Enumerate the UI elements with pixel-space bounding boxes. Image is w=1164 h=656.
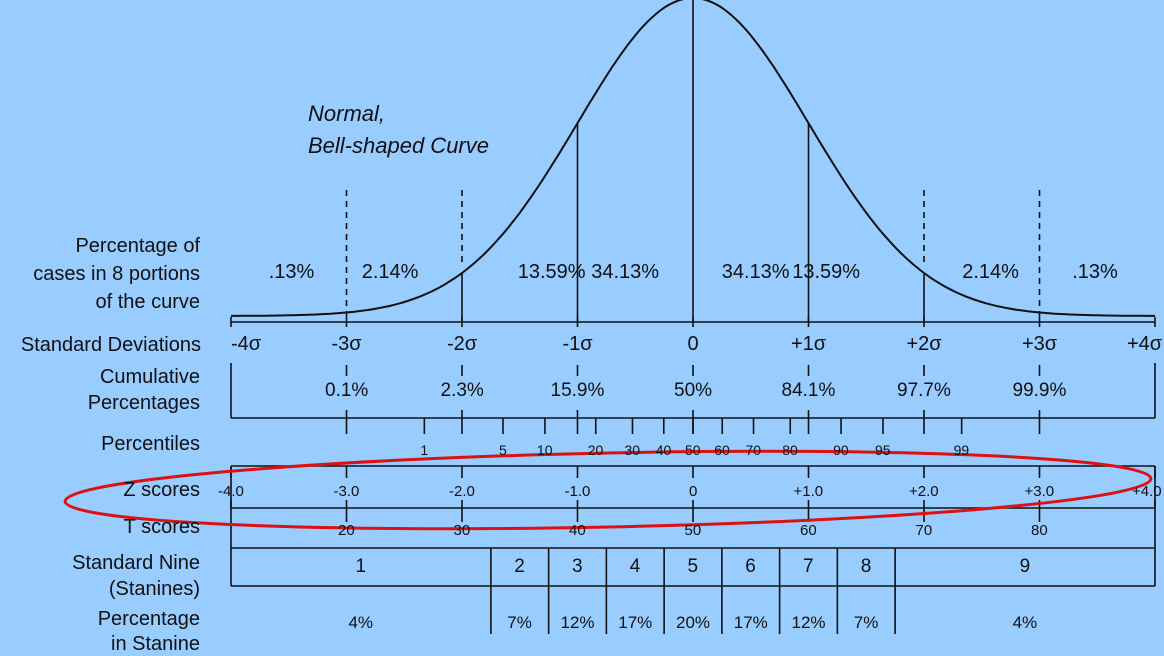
label-z-scores: Z scores [123, 479, 200, 501]
sd-label: +4σ [1127, 333, 1163, 355]
percentile-label: 99 [953, 442, 970, 458]
z-score-label: +3.0 [1024, 483, 1055, 500]
portion-percentage: 13.59% [517, 261, 586, 283]
bell-curve [231, 0, 1155, 317]
t-score-label: 20 [338, 522, 355, 539]
cumulative-percentage: 0.1% [325, 380, 369, 401]
stanine-label: 6 [745, 556, 756, 577]
label-stanine-pct-2: in Stanine [111, 633, 200, 655]
sd-label: -4σ [231, 333, 262, 355]
percentile-label: 90 [833, 442, 849, 458]
percentile-label: 30 [624, 442, 641, 458]
stanine-label: 2 [514, 556, 525, 577]
cumulative-percentage: 15.9% [550, 380, 605, 401]
stanine-percentage: 12% [560, 613, 595, 632]
percentile-label: 20 [587, 442, 604, 458]
stanine-label: 1 [355, 556, 367, 577]
stanine-label: 9 [1019, 556, 1031, 577]
percentile-label: 1 [420, 442, 429, 458]
label-stanine-1: Standard Nine [72, 552, 200, 574]
stanine-label: 4 [629, 556, 641, 577]
stanine-label: 8 [860, 556, 872, 577]
sd-label: +2σ [906, 333, 942, 355]
z-score-label: -1.0 [564, 483, 591, 500]
t-score-label: 70 [915, 522, 933, 539]
sd-label: -3σ [331, 333, 362, 355]
sd-label: +1σ [791, 333, 827, 355]
sd-label: 0 [687, 333, 699, 355]
stanine-percentage: 7% [507, 613, 532, 632]
stanine-percentage: 7% [853, 613, 879, 632]
sd-label: -1σ [562, 333, 593, 355]
portion-percentage: 34.13% [721, 261, 790, 283]
percentile-label: 70 [745, 442, 762, 458]
percentile-label: 50 [685, 442, 701, 458]
cumulative-percentage: 97.7% [897, 380, 951, 401]
cumulative-percentage: 2.3% [440, 380, 484, 401]
stanine-percentage: 17% [618, 613, 653, 632]
portion-percentage: 2.14% [962, 261, 1019, 283]
z-score-label: +1.0 [793, 483, 824, 500]
label-percentage-cases-1: Percentage of [75, 235, 200, 257]
t-score-label: 40 [569, 522, 586, 539]
label-percentiles: Percentiles [101, 433, 200, 455]
portion-percentage: .13% [268, 261, 315, 283]
z-score-label: 0 [689, 483, 698, 500]
percentile-label: 95 [874, 442, 891, 458]
z-score-label: -3.0 [333, 483, 360, 500]
t-score-label: 60 [800, 522, 817, 539]
stanine-label: 3 [572, 556, 583, 577]
sd-label: -2σ [447, 333, 478, 355]
t-score-label: 80 [1031, 522, 1048, 539]
stanine-percentage: 12% [791, 613, 826, 632]
percentile-label: 40 [655, 442, 672, 458]
sd-label: +3σ [1022, 333, 1058, 355]
z-score-label: +2.0 [909, 483, 939, 500]
stanine-label: 5 [687, 556, 699, 577]
portion-percentage: .13% [1072, 261, 1118, 283]
label-cumulative-1: Cumulative [99, 366, 200, 388]
title-line-1: Normal, [308, 101, 386, 126]
percentile-label: 80 [782, 442, 798, 458]
stanine-label: 7 [803, 556, 814, 577]
z-scores-highlight-ellipse [63, 449, 1153, 531]
title-line-2: Bell-shaped Curve [308, 133, 489, 158]
cumulative-percentage: 84.1% [781, 380, 836, 401]
label-stanine-pct-1: Percentage [97, 608, 200, 630]
label-standard-deviations: Standard Deviations [20, 334, 201, 356]
z-score-label: -4.0 [218, 483, 244, 500]
label-t-scores: T scores [123, 516, 200, 538]
stanine-percentage: 4% [348, 613, 374, 632]
percentile-label: 60 [714, 442, 730, 458]
label-percentage-cases-3: of the curve [95, 291, 200, 313]
stanine-percentage: 4% [1012, 613, 1038, 632]
z-score-label: -2.0 [449, 483, 475, 500]
portion-percentage: 13.59% [792, 261, 861, 283]
t-score-label: 30 [453, 522, 471, 539]
percentile-label: 5 [499, 442, 507, 458]
cumulative-percentage: 99.9% [1012, 380, 1067, 401]
label-stanine-2: (Stanines) [108, 578, 200, 600]
cumulative-percentage: 50% [674, 380, 713, 401]
portion-percentage: 34.13% [591, 261, 660, 283]
t-score-label: 50 [684, 522, 702, 539]
z-score-label: +4.0 [1132, 483, 1162, 500]
portion-percentage: 2.14% [361, 261, 419, 283]
stanine-percentage: 17% [733, 613, 768, 632]
percentile-label: 10 [536, 442, 553, 458]
label-percentage-cases-2: cases in 8 portions [33, 263, 200, 285]
stanine-percentage: 20% [676, 613, 711, 632]
label-cumulative-2: Percentages [87, 392, 200, 414]
